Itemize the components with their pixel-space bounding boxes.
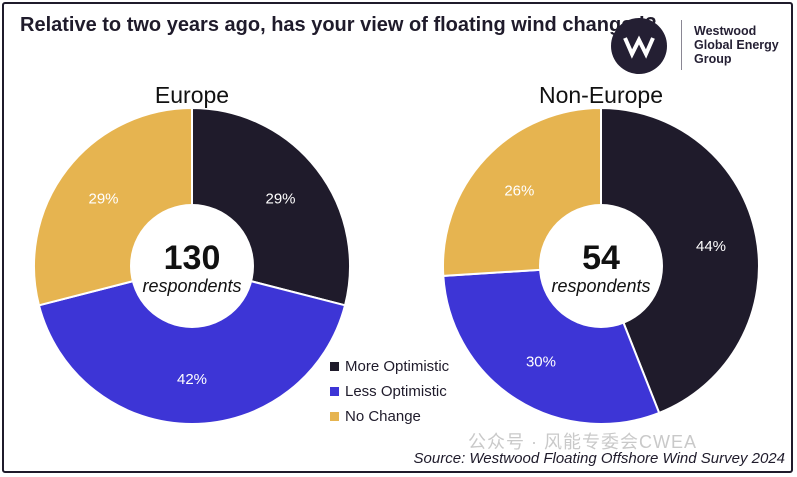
legend-swatch-less-optimistic <box>330 387 339 396</box>
europe-respondent-count: 130 <box>164 239 221 277</box>
non-europe-respondent-count: 54 <box>582 239 620 277</box>
europe-data-label-no-change: 29% <box>88 190 118 207</box>
legend-swatch-no-change <box>330 412 339 421</box>
non-europe-data-label-less-optimistic: 30% <box>526 354 556 371</box>
non-europe-data-label-no-change: 26% <box>504 182 534 199</box>
europe-data-label-less-optimistic: 42% <box>177 371 207 388</box>
non-europe-center-hole <box>539 204 663 328</box>
non-europe-respondent-label: respondents <box>551 276 650 296</box>
w-monogram-icon <box>623 35 655 59</box>
westwood-logo-icon <box>611 18 667 74</box>
source-note: Source: Westwood Floating Offshore Wind … <box>413 450 785 467</box>
logo-line-1: Westwood <box>694 24 757 38</box>
logo-line-3: Group <box>694 52 732 66</box>
legend-label-no-change: No Change <box>345 408 421 425</box>
watermark-text: 公众号 · 风能专委会CWEA <box>468 432 697 452</box>
legend-label-more-optimistic: More Optimistic <box>345 358 450 375</box>
europe-respondent-label: respondents <box>142 276 241 296</box>
legend-swatch-more-optimistic <box>330 362 339 371</box>
europe-slice-less-optimistic <box>37 264 347 426</box>
europe-chart-title: Europe <box>155 82 229 108</box>
figure-frame <box>2 2 793 473</box>
logo-divider <box>681 20 682 70</box>
non-europe-slice-more-optimistic <box>600 106 760 415</box>
non-europe-chart-title: Non-Europe <box>539 82 663 108</box>
logo-line-2: Global Energy <box>694 38 779 52</box>
legend-label-less-optimistic: Less Optimistic <box>345 383 447 400</box>
europe-center-hole <box>130 204 254 328</box>
europe-data-label-more-optimistic: 29% <box>265 190 295 207</box>
logo-wordmark: Westwood Global Energy Group <box>694 24 794 66</box>
non-europe-data-label-more-optimistic: 44% <box>696 238 726 255</box>
chart-question-title: Relative to two years ago, has your view… <box>20 14 657 36</box>
